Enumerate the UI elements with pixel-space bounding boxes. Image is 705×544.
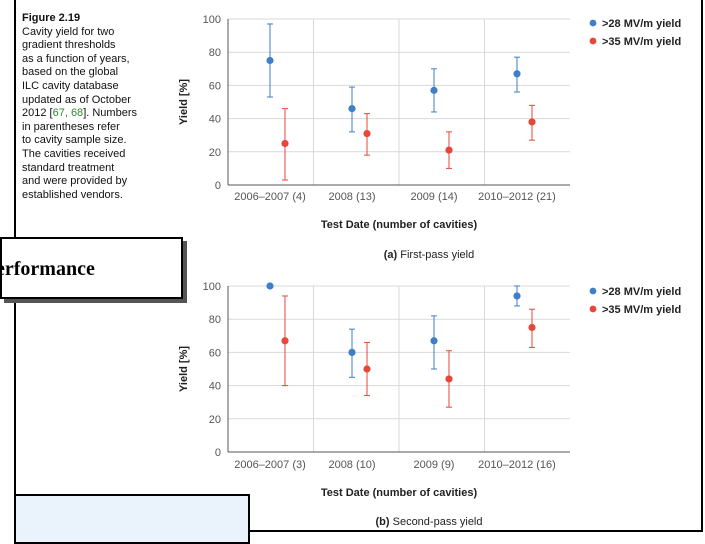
x-tick-label: 2008 (13) [328,191,375,203]
data-point [430,86,438,94]
data-point [348,105,356,113]
x-tick-label: 2006–2007 (3) [234,459,306,471]
chart-subtitle: (b) Second-pass yield [376,516,483,528]
data-point [513,70,521,78]
y-axis-title: Yield [%] [178,79,190,125]
caption-line: and were provided by [22,175,128,188]
legend-label: >28 MV/m yield [602,18,681,30]
y-tick-label: 100 [203,14,221,26]
caption-citation[interactable]: 67, 68 [52,107,84,120]
x-axis-title: Test Date (number of cavities) [321,487,478,499]
caption-line: standard treatment [22,161,115,174]
y-tick-label: 20 [209,414,221,426]
data-point [281,139,289,148]
caption-line: updated as of October [22,93,131,106]
caption-line: 2012 [ [22,107,53,120]
y-tick-label: 40 [209,381,221,393]
x-tick-label: 2008 (10) [328,459,375,471]
y-tick-label: 80 [209,314,221,326]
caption-line: The cavities received [22,147,126,160]
chart-subtitle: (a) First-pass yield [384,249,474,261]
y-tick-label: 0 [215,180,221,192]
caption-line: established vendors. [22,188,123,201]
y-tick-label: 100 [203,281,221,293]
data-point [445,375,453,383]
data-point [281,337,289,345]
x-tick-label: 2010–2012 (16) [478,459,556,471]
y-tick-label: 20 [209,147,221,159]
data-point [363,129,371,138]
y-axis-title: Yield [%] [178,346,190,392]
performance-overlay-box: erformance [0,237,183,299]
legend-marker [589,287,597,295]
y-tick-label: 0 [215,447,221,459]
data-point [266,282,274,290]
legend-label: >28 MV/m yield [602,286,681,298]
x-tick-label: 2006–2007 (4) [234,191,306,203]
caption-line: in parentheses refer [22,120,120,133]
chart-subtitle-label: (b) [376,516,393,528]
figure-caption: Figure 2.19 Cavity yield for two gradien… [22,12,167,202]
caption-line: Cavity yield for two [22,25,115,38]
y-tick-label: 40 [209,114,221,126]
x-tick-label: 2009 (14) [410,191,457,203]
data-point [528,118,536,126]
y-tick-label: 60 [209,347,221,359]
caption-line: ]. Numbers [83,107,137,120]
x-tick-label: 2009 (9) [414,459,455,471]
legend-label: >35 MV/m yield [602,304,681,316]
figure-number: Figure 2.19 [22,12,81,24]
data-point [528,323,536,332]
data-point [513,292,521,300]
caption-line: to cavity sample size. [22,134,127,147]
performance-overlay-text: erformance [0,258,95,280]
caption-line: as a function of years, [22,52,130,65]
legend-marker [589,19,597,27]
caption-line: gradient thresholds [22,39,116,52]
chart-subtitle-text: Second-pass yield [393,516,483,528]
y-tick-label: 80 [209,47,221,59]
chart-subtitle-text: First-pass yield [400,249,474,261]
x-tick-label: 2010–2012 (21) [478,191,556,203]
y-tick-label: 60 [209,80,221,92]
chart-b: 0 20 40 60 80 100 2006–2007 (3) 2008 (10) 2009 (… [178,281,681,528]
data-point [348,348,356,356]
data-point [266,56,274,65]
chart-a: 0 20 40 60 80 100 2006–2007 (4) 2008 (13) 2009 (… [178,14,681,261]
data-point [363,365,371,373]
data-point [430,337,438,345]
legend-marker [589,37,597,45]
legend-label: >35 MV/m yield [602,36,681,48]
chart-subtitle-label: (a) [384,249,401,261]
data-point [445,146,453,154]
blue-overlay-box [14,494,250,544]
caption-line: based on the global [22,66,119,79]
x-axis-title: Test Date (number of cavities) [321,219,478,231]
legend-marker [589,305,597,313]
caption-line: ILC cavity database [22,79,119,92]
